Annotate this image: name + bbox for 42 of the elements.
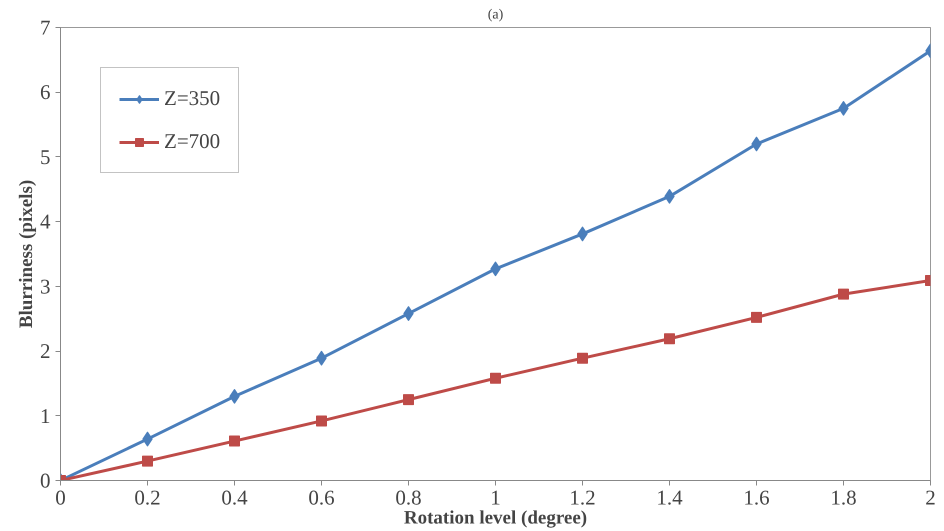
point [229, 388, 240, 404]
legend-label: Z=350 [164, 86, 220, 111]
y-axis-title: Blurriness (pixels) [16, 180, 37, 328]
point [490, 372, 501, 384]
x-tick-label: 0.8 [395, 486, 422, 510]
x-tick-label: 2 [925, 486, 936, 510]
x-axis-title: Rotation level (degree) [404, 508, 588, 528]
x-tick-label: 0 [55, 486, 66, 510]
point [403, 394, 414, 406]
x-tick-label: 1.4 [656, 486, 684, 510]
point [838, 100, 849, 116]
x-tick-label: 1.6 [743, 486, 770, 510]
y-tick-label: 7 [40, 16, 50, 40]
x-tick-label: 1 [490, 486, 501, 510]
x-tick-label: 0.6 [308, 486, 335, 510]
point [142, 432, 153, 447]
y-tick-label: 5 [40, 144, 50, 169]
point [142, 456, 153, 467]
y-tick-label: 1 [40, 404, 50, 428]
y-tick-label: 0 [40, 468, 50, 492]
point [664, 333, 675, 344]
x-tick-label: 1.8 [830, 486, 857, 510]
point [316, 415, 327, 426]
point [316, 350, 327, 366]
legend-label: Z=700 [164, 129, 220, 154]
y-tick-label: 2 [40, 339, 50, 364]
point [577, 352, 588, 364]
point [577, 226, 588, 242]
y-tick-label: 4 [40, 210, 51, 234]
chart-title: (a) [488, 8, 504, 22]
point [664, 188, 675, 204]
x-tick-label: 1.2 [569, 486, 596, 510]
point [751, 136, 762, 152]
y-tick-label: 3 [40, 274, 50, 298]
point [838, 288, 849, 300]
x-tick-label: 0.4 [221, 486, 248, 510]
y-tick-label: 6 [40, 80, 50, 104]
point [403, 306, 414, 322]
point [229, 436, 240, 447]
point [490, 261, 501, 276]
x-tick-label: 0.2 [134, 486, 161, 510]
point [751, 312, 762, 323]
